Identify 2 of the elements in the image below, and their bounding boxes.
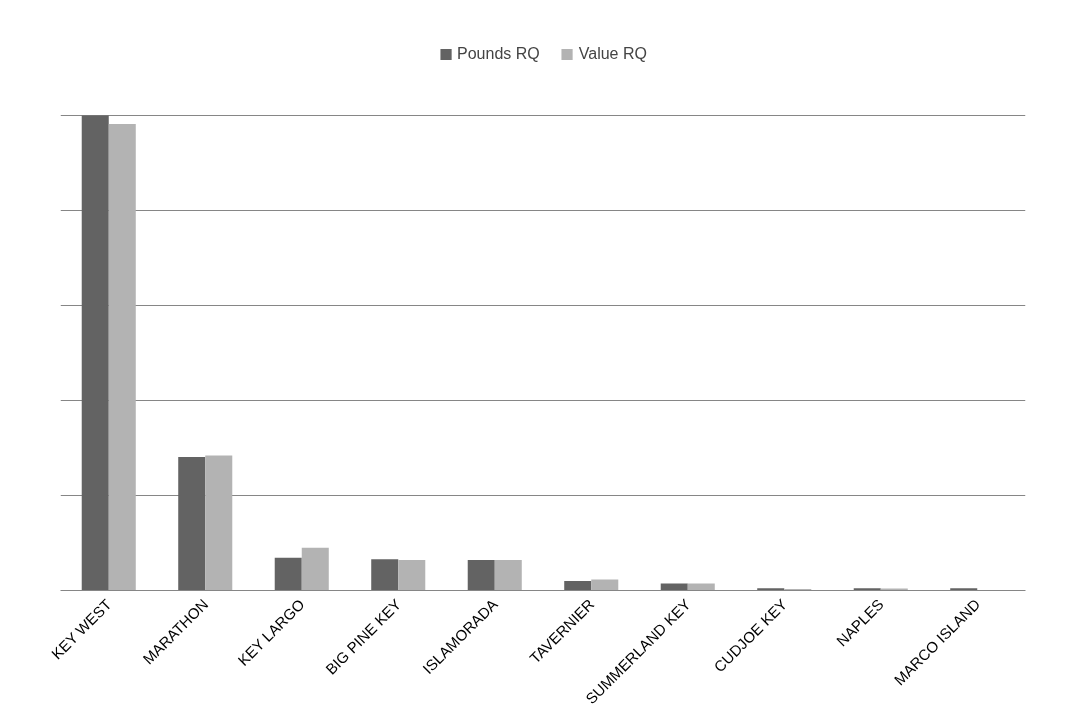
legend-label: Pounds RQ — [457, 45, 540, 63]
legend-label: Value RQ — [578, 45, 647, 63]
